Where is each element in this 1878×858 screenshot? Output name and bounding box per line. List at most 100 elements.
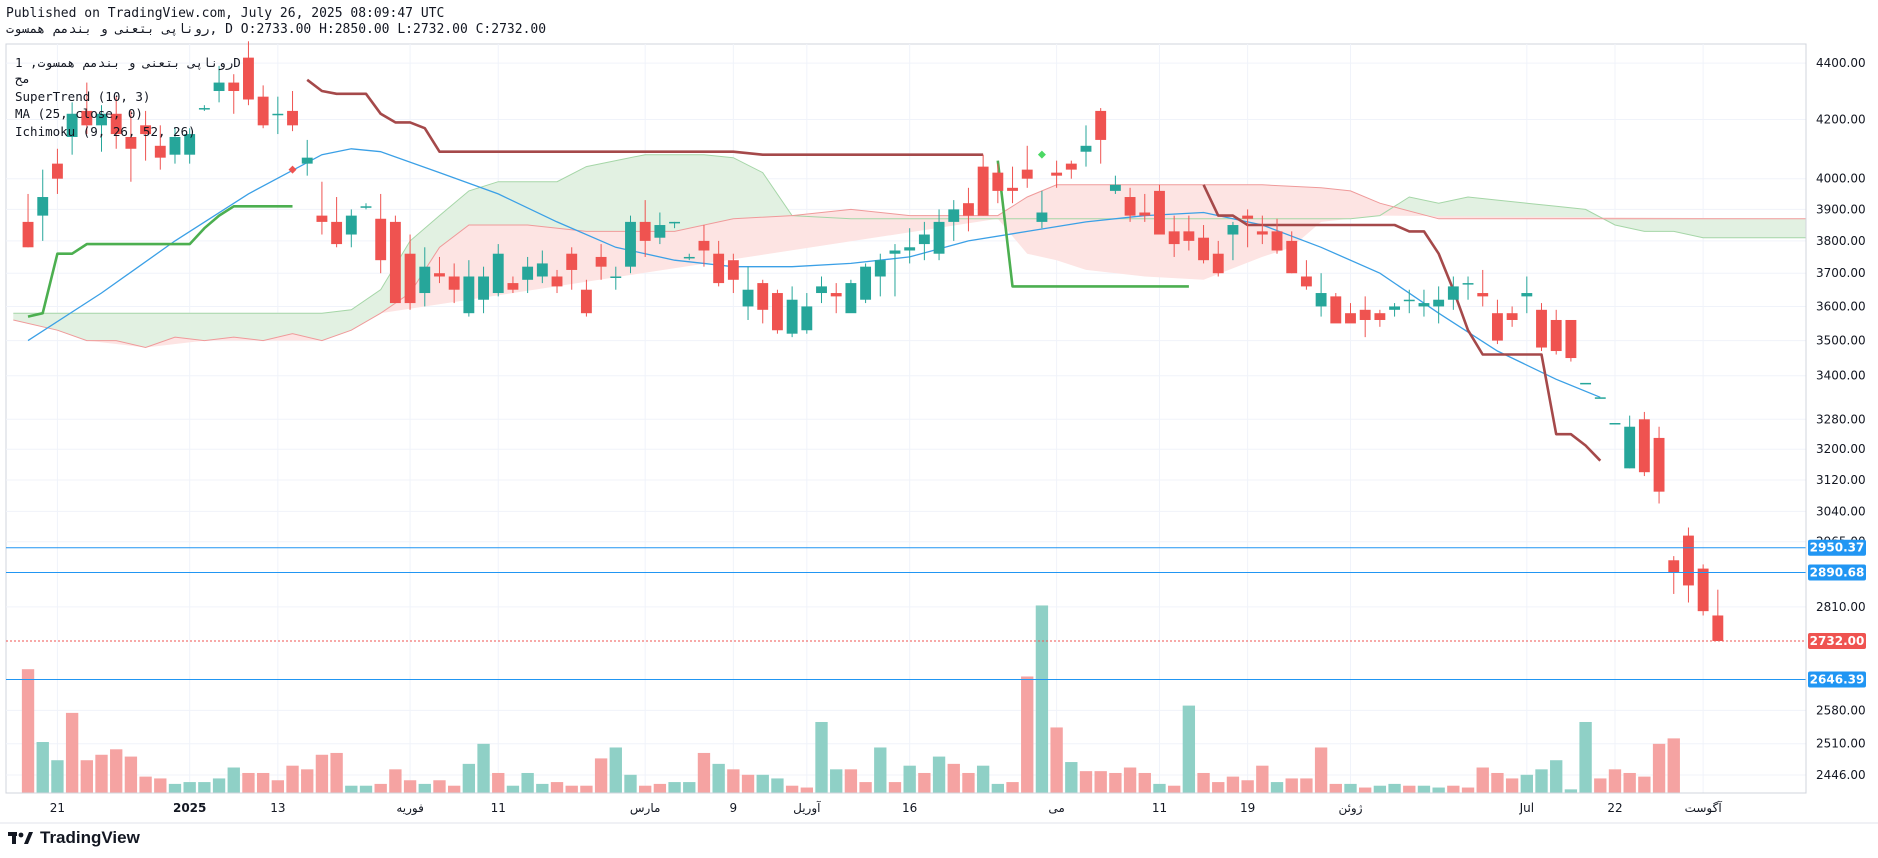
time-tick-label: فوریه <box>396 801 424 816</box>
candle <box>110 96 122 149</box>
price-tick-label: 4200.00 <box>1816 113 1866 127</box>
volume-bar <box>139 776 152 793</box>
candle-body <box>272 113 284 116</box>
candle <box>1256 215 1268 245</box>
volume-bar <box>95 754 108 793</box>
candle <box>771 289 783 334</box>
volume-bar <box>1094 771 1107 793</box>
candle-body <box>713 253 725 284</box>
candle-body <box>1080 145 1092 152</box>
candle <box>654 212 666 245</box>
legend-ma[interactable]: MA (25, close, 0) <box>15 106 143 121</box>
candle-body <box>1256 231 1268 235</box>
candle <box>1227 221 1239 261</box>
candle <box>140 110 152 161</box>
legend-ichimoku[interactable]: Ichimoku (9, 26, 52, 26) <box>15 124 196 139</box>
volume-bar <box>1285 778 1298 793</box>
candle <box>375 193 387 274</box>
volume-bar <box>815 721 828 793</box>
volume-bar <box>1623 772 1636 793</box>
candle <box>1683 527 1694 603</box>
candle-body <box>257 96 269 126</box>
legend-symbol: روناپی بتعنی و بندمم همسوت, 1D <box>15 55 241 70</box>
volume-bar <box>1153 783 1166 793</box>
price-tick-label: 2580.00 <box>1816 703 1866 717</box>
volume-bar <box>51 760 64 793</box>
volume-bar <box>1608 769 1622 793</box>
candle <box>551 269 563 294</box>
volume-bar <box>1050 727 1063 793</box>
candle-body <box>1154 190 1165 235</box>
candle-body <box>1697 568 1709 612</box>
volume-bar <box>1505 778 1519 793</box>
volume-bar <box>1520 774 1533 793</box>
candle-body <box>287 110 298 126</box>
price-tick-label: 2510.00 <box>1816 737 1866 751</box>
candle-body <box>110 113 122 135</box>
candle-body <box>830 293 842 297</box>
price-tick-label: 3600.00 <box>1816 299 1866 313</box>
time-tick-label: 16 <box>902 801 917 815</box>
candle <box>1668 556 1680 594</box>
candle <box>816 276 827 304</box>
candle-body <box>1506 313 1518 320</box>
candle <box>1036 190 1048 229</box>
price-tick-label: 2446.00 <box>1816 768 1866 782</box>
candle-body <box>81 110 93 126</box>
legend-exchange: مح <box>15 71 31 86</box>
candle <box>213 65 225 103</box>
volume-bar <box>1491 772 1504 793</box>
candle-body <box>1403 299 1415 302</box>
volume-bar <box>1667 738 1680 793</box>
candle <box>1712 589 1724 641</box>
candle <box>1183 215 1195 251</box>
candle <box>1065 160 1077 179</box>
price-tick-label: 3900.00 <box>1816 202 1866 216</box>
candle-body <box>1389 306 1401 310</box>
volume-bar <box>1314 747 1328 793</box>
time-tick-label: 9 <box>730 801 738 815</box>
volume-bar <box>80 760 93 793</box>
price-tick-label: 3800.00 <box>1816 234 1866 248</box>
candle <box>228 74 240 114</box>
candle-body <box>654 225 666 238</box>
time-tick-label: مارس <box>630 801 661 816</box>
candle <box>1609 423 1621 425</box>
volume-bar <box>1652 743 1666 793</box>
volume-bar <box>36 742 49 793</box>
candle-body <box>243 57 254 100</box>
footer-brand[interactable]: TradingView <box>8 828 140 848</box>
volume-bar <box>256 772 270 793</box>
price-tick-label: 3500.00 <box>1816 334 1866 348</box>
candle-body <box>360 206 372 208</box>
candle <box>904 228 916 264</box>
supertrend-down <box>1202 184 1602 462</box>
candle-body <box>22 221 34 248</box>
volume-bar <box>1344 783 1357 793</box>
supertrend-signal-buy <box>1037 150 1046 159</box>
candle-body <box>125 136 137 149</box>
candle-body <box>904 247 916 251</box>
candle-body <box>933 221 945 254</box>
volume-bar <box>741 774 755 793</box>
candle-body <box>213 82 225 92</box>
volume-bar <box>477 743 490 793</box>
candle-body <box>198 108 210 110</box>
ichimoku-cloud-red <box>13 184 1806 348</box>
candle <box>1521 276 1533 314</box>
price-tick-label: 2810.00 <box>1816 600 1866 614</box>
volume-bar <box>1550 760 1563 793</box>
volume-bar <box>903 765 916 793</box>
volume-bar <box>888 782 902 793</box>
candle <box>198 105 210 111</box>
price-tick-label: 3400.00 <box>1816 369 1866 383</box>
candle-body <box>404 253 416 304</box>
volume-bar <box>1065 762 1078 793</box>
candle-body <box>874 260 886 277</box>
volume-bar <box>580 785 593 793</box>
candle-body <box>316 215 328 222</box>
plot-frame <box>5 43 1807 794</box>
legend-supertrend[interactable]: SuperTrend (10, 3) <box>15 89 151 104</box>
candle-body <box>536 263 548 277</box>
